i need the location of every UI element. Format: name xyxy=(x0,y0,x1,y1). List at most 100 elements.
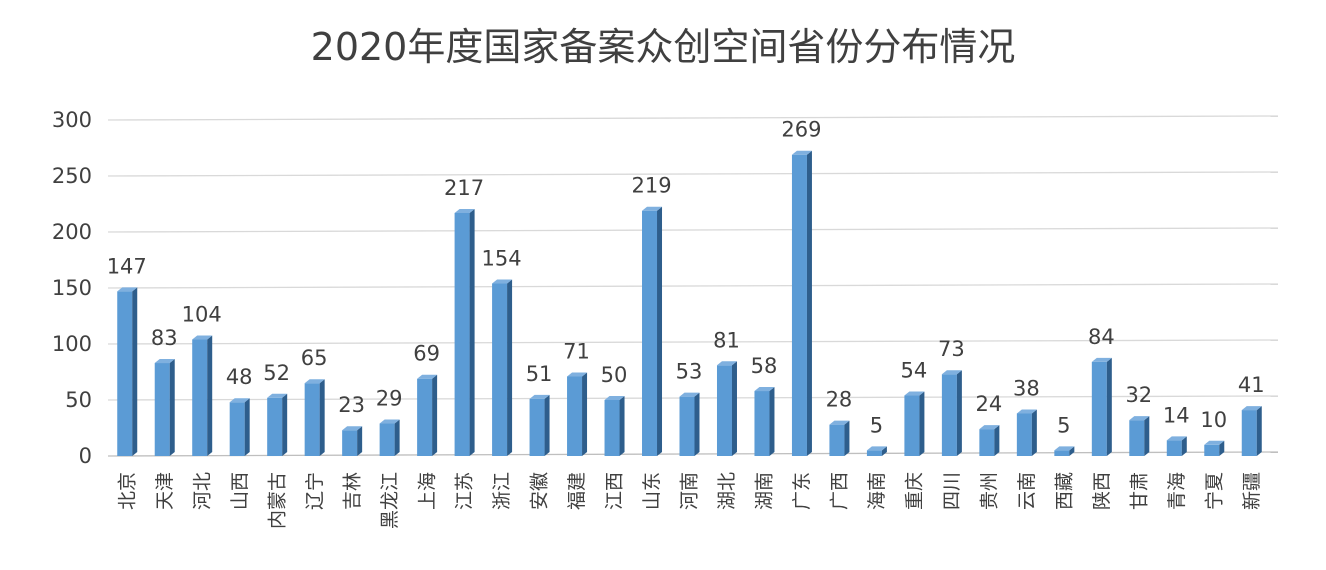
category-label: 贵州 xyxy=(979,472,1001,510)
data-label: 51 xyxy=(526,362,553,386)
data-label: 81 xyxy=(713,328,740,352)
category-label: 新疆 xyxy=(1241,472,1263,510)
bar-陕西 xyxy=(1091,357,1112,456)
bar-天津 xyxy=(154,359,175,456)
data-label: 154 xyxy=(482,247,522,271)
y-tick-label: 250 xyxy=(52,164,92,188)
bar-front xyxy=(379,423,395,456)
data-label: 14 xyxy=(1163,403,1190,427)
bar-side xyxy=(469,208,475,456)
bar-side xyxy=(169,359,175,456)
data-label: 28 xyxy=(826,388,853,412)
bar-广东 xyxy=(791,150,812,456)
bar-front xyxy=(1241,410,1257,456)
bar-云南 xyxy=(1016,409,1037,456)
bar-宁夏 xyxy=(1204,440,1225,456)
bar-重庆 xyxy=(904,391,925,456)
bar-top xyxy=(829,420,850,425)
bar-top xyxy=(417,374,438,379)
bar-top xyxy=(567,372,588,377)
bar-江苏 xyxy=(454,208,475,456)
bar-side xyxy=(1069,446,1075,456)
category-label: 山西 xyxy=(229,472,251,510)
bar-front xyxy=(716,365,732,456)
category-label: 湖北 xyxy=(716,472,738,510)
data-label: 10 xyxy=(1200,408,1227,432)
bar-top xyxy=(229,398,250,403)
bar-广西 xyxy=(829,420,850,456)
bar-front xyxy=(1204,444,1220,456)
bar-上海 xyxy=(417,374,438,456)
data-label: 48 xyxy=(226,365,253,389)
category-label: 甘肃 xyxy=(1128,472,1150,510)
bar-side xyxy=(619,396,625,456)
bar-front xyxy=(904,395,920,456)
category-label: 湖南 xyxy=(754,472,776,510)
bar-front xyxy=(866,450,882,456)
bar-top xyxy=(267,393,288,398)
bar-side xyxy=(132,287,138,456)
category-label: 辽宁 xyxy=(304,472,326,510)
category-label: 黑龙江 xyxy=(379,472,401,529)
bar-湖北 xyxy=(716,361,737,456)
data-label: 32 xyxy=(1125,383,1152,407)
bar-side xyxy=(694,392,700,456)
bar-top xyxy=(791,150,812,155)
category-label: 海南 xyxy=(866,472,888,510)
bar-top xyxy=(192,335,213,340)
bar-top xyxy=(642,206,663,211)
data-label: 219 xyxy=(631,174,671,198)
bar-side xyxy=(956,370,962,456)
bar-front xyxy=(567,376,583,456)
bar-front xyxy=(417,378,433,456)
data-label: 269 xyxy=(781,118,821,142)
bar-top xyxy=(716,361,737,366)
bar-side xyxy=(432,374,438,456)
data-label: 217 xyxy=(444,176,484,200)
bar-side xyxy=(582,372,588,456)
bar-front xyxy=(679,396,695,456)
bar-山西 xyxy=(229,398,250,456)
bar-浙江 xyxy=(492,279,513,456)
bar-side xyxy=(357,426,363,456)
category-label: 上海 xyxy=(416,472,438,510)
category-label: 陕西 xyxy=(1091,472,1113,510)
bar-四川 xyxy=(941,370,962,456)
bar-top xyxy=(904,391,925,396)
category-label: 重庆 xyxy=(904,472,926,510)
bar-top xyxy=(117,287,138,292)
data-label: 83 xyxy=(151,326,178,350)
bar-side xyxy=(919,391,925,456)
bar-top xyxy=(1091,357,1112,362)
bar-front xyxy=(342,430,358,456)
bar-front xyxy=(1016,413,1032,456)
category-label: 内蒙古 xyxy=(266,472,288,529)
bar-西藏 xyxy=(1054,446,1075,456)
bar-吉林 xyxy=(342,426,363,456)
bar-海南 xyxy=(866,446,887,456)
category-label: 山东 xyxy=(641,472,663,510)
category-label: 安徽 xyxy=(529,472,551,510)
y-tick-label: 50 xyxy=(65,388,92,412)
data-label: 5 xyxy=(1057,413,1070,437)
category-label: 浙江 xyxy=(491,472,513,510)
category-label: 北京 xyxy=(116,472,138,510)
bar-湖南 xyxy=(754,387,775,456)
bar-side xyxy=(544,394,550,456)
bar-福建 xyxy=(567,372,588,456)
bar-side xyxy=(731,361,737,456)
bar-side xyxy=(1219,440,1225,456)
bar-安徽 xyxy=(529,394,550,456)
bar-top xyxy=(379,419,400,424)
bar-front xyxy=(791,154,807,456)
bar-side xyxy=(1031,409,1037,456)
data-label: 84 xyxy=(1088,325,1115,349)
bar-front xyxy=(1091,361,1107,456)
bar-top xyxy=(1129,416,1150,421)
bar-top xyxy=(454,208,475,213)
category-label: 云南 xyxy=(1016,472,1038,510)
bar-front xyxy=(1129,420,1145,456)
category-label: 福建 xyxy=(566,472,588,510)
bar-黑龙江 xyxy=(379,419,400,456)
category-label: 吉林 xyxy=(341,472,363,510)
